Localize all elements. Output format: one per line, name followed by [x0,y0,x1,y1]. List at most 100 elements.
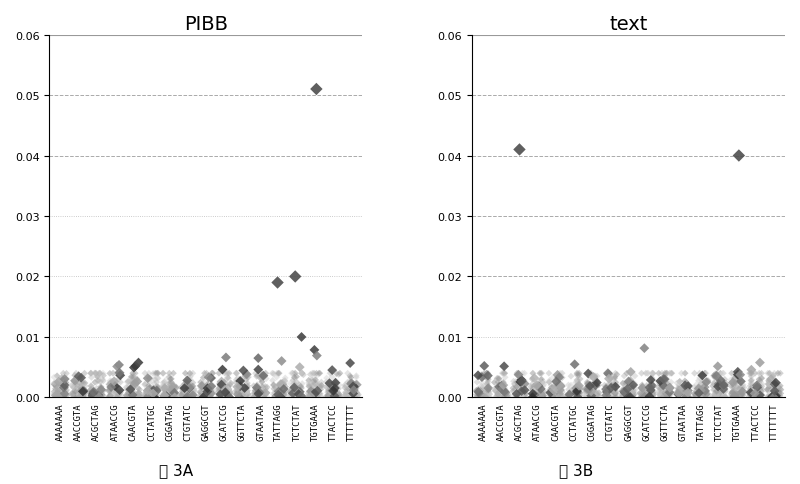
Point [601,391,614,399]
Point [674,378,686,386]
Point [682,382,694,390]
Point [130,393,143,401]
Point [87,389,100,396]
Point [279,374,292,382]
Point [139,380,152,388]
Point [508,380,521,388]
Point [698,383,711,391]
Point [732,377,745,385]
Point [292,383,305,391]
Point [734,371,746,379]
Point [57,393,70,401]
Text: 图 3B: 图 3B [559,462,593,477]
Point [478,387,491,395]
Point [622,390,635,398]
Point [495,386,508,393]
Point [230,376,242,384]
Point [732,385,745,393]
Point [477,386,490,394]
Point [322,389,335,396]
Point [517,386,530,394]
Point [183,370,196,378]
Point [259,389,272,397]
Point [286,387,298,394]
Point [315,393,328,400]
Point [766,386,778,394]
Point [646,392,659,399]
Point [678,391,690,399]
Point [537,392,550,400]
Point [74,375,86,382]
Point [618,386,630,394]
Point [48,388,61,396]
Point [606,389,619,397]
Point [160,390,173,397]
Point [161,375,174,383]
Point [237,374,250,382]
Point [518,386,530,394]
Point [54,391,66,398]
Point [77,379,90,387]
Point [225,389,238,396]
Point [554,382,567,390]
Point [204,393,217,401]
Point [255,393,268,400]
Point [754,385,767,393]
Point [470,387,483,394]
Point [554,389,566,397]
Point [121,393,134,401]
Point [571,386,584,393]
Point [222,385,234,393]
Point [248,393,261,401]
Point [527,382,540,390]
Point [330,393,343,401]
Point [755,382,768,390]
Point [94,385,107,393]
Point [50,387,62,394]
Point [495,388,508,395]
Point [766,393,778,400]
Point [350,385,363,393]
Point [342,370,354,378]
Point [474,387,487,394]
Point [718,381,730,389]
Point [663,384,676,392]
Point [158,382,171,390]
Point [105,386,118,393]
Point [745,370,758,378]
Point [126,391,139,399]
Point [106,389,118,397]
Point [329,384,342,392]
Point [350,374,362,381]
Point [214,391,226,398]
Point [181,391,194,399]
Point [481,380,494,388]
Point [756,385,769,393]
Point [526,393,539,401]
Point [496,390,509,397]
Point [511,383,524,391]
Point [732,374,745,381]
Point [159,387,172,394]
Point [322,393,334,401]
Point [50,391,62,398]
Point [570,371,583,379]
Point [266,370,278,378]
Point [68,393,81,400]
Point [670,391,683,398]
Point [328,380,341,388]
Point [586,385,599,393]
Point [773,389,786,397]
Point [158,393,171,401]
Point [303,382,316,390]
Point [764,393,777,401]
Point [126,374,138,381]
Point [731,371,744,379]
Point [518,380,531,388]
Point [751,392,764,399]
Point [175,392,188,399]
Text: 图 3A: 图 3A [159,462,193,477]
Point [694,383,707,391]
Point [549,389,562,397]
Point [220,392,233,400]
